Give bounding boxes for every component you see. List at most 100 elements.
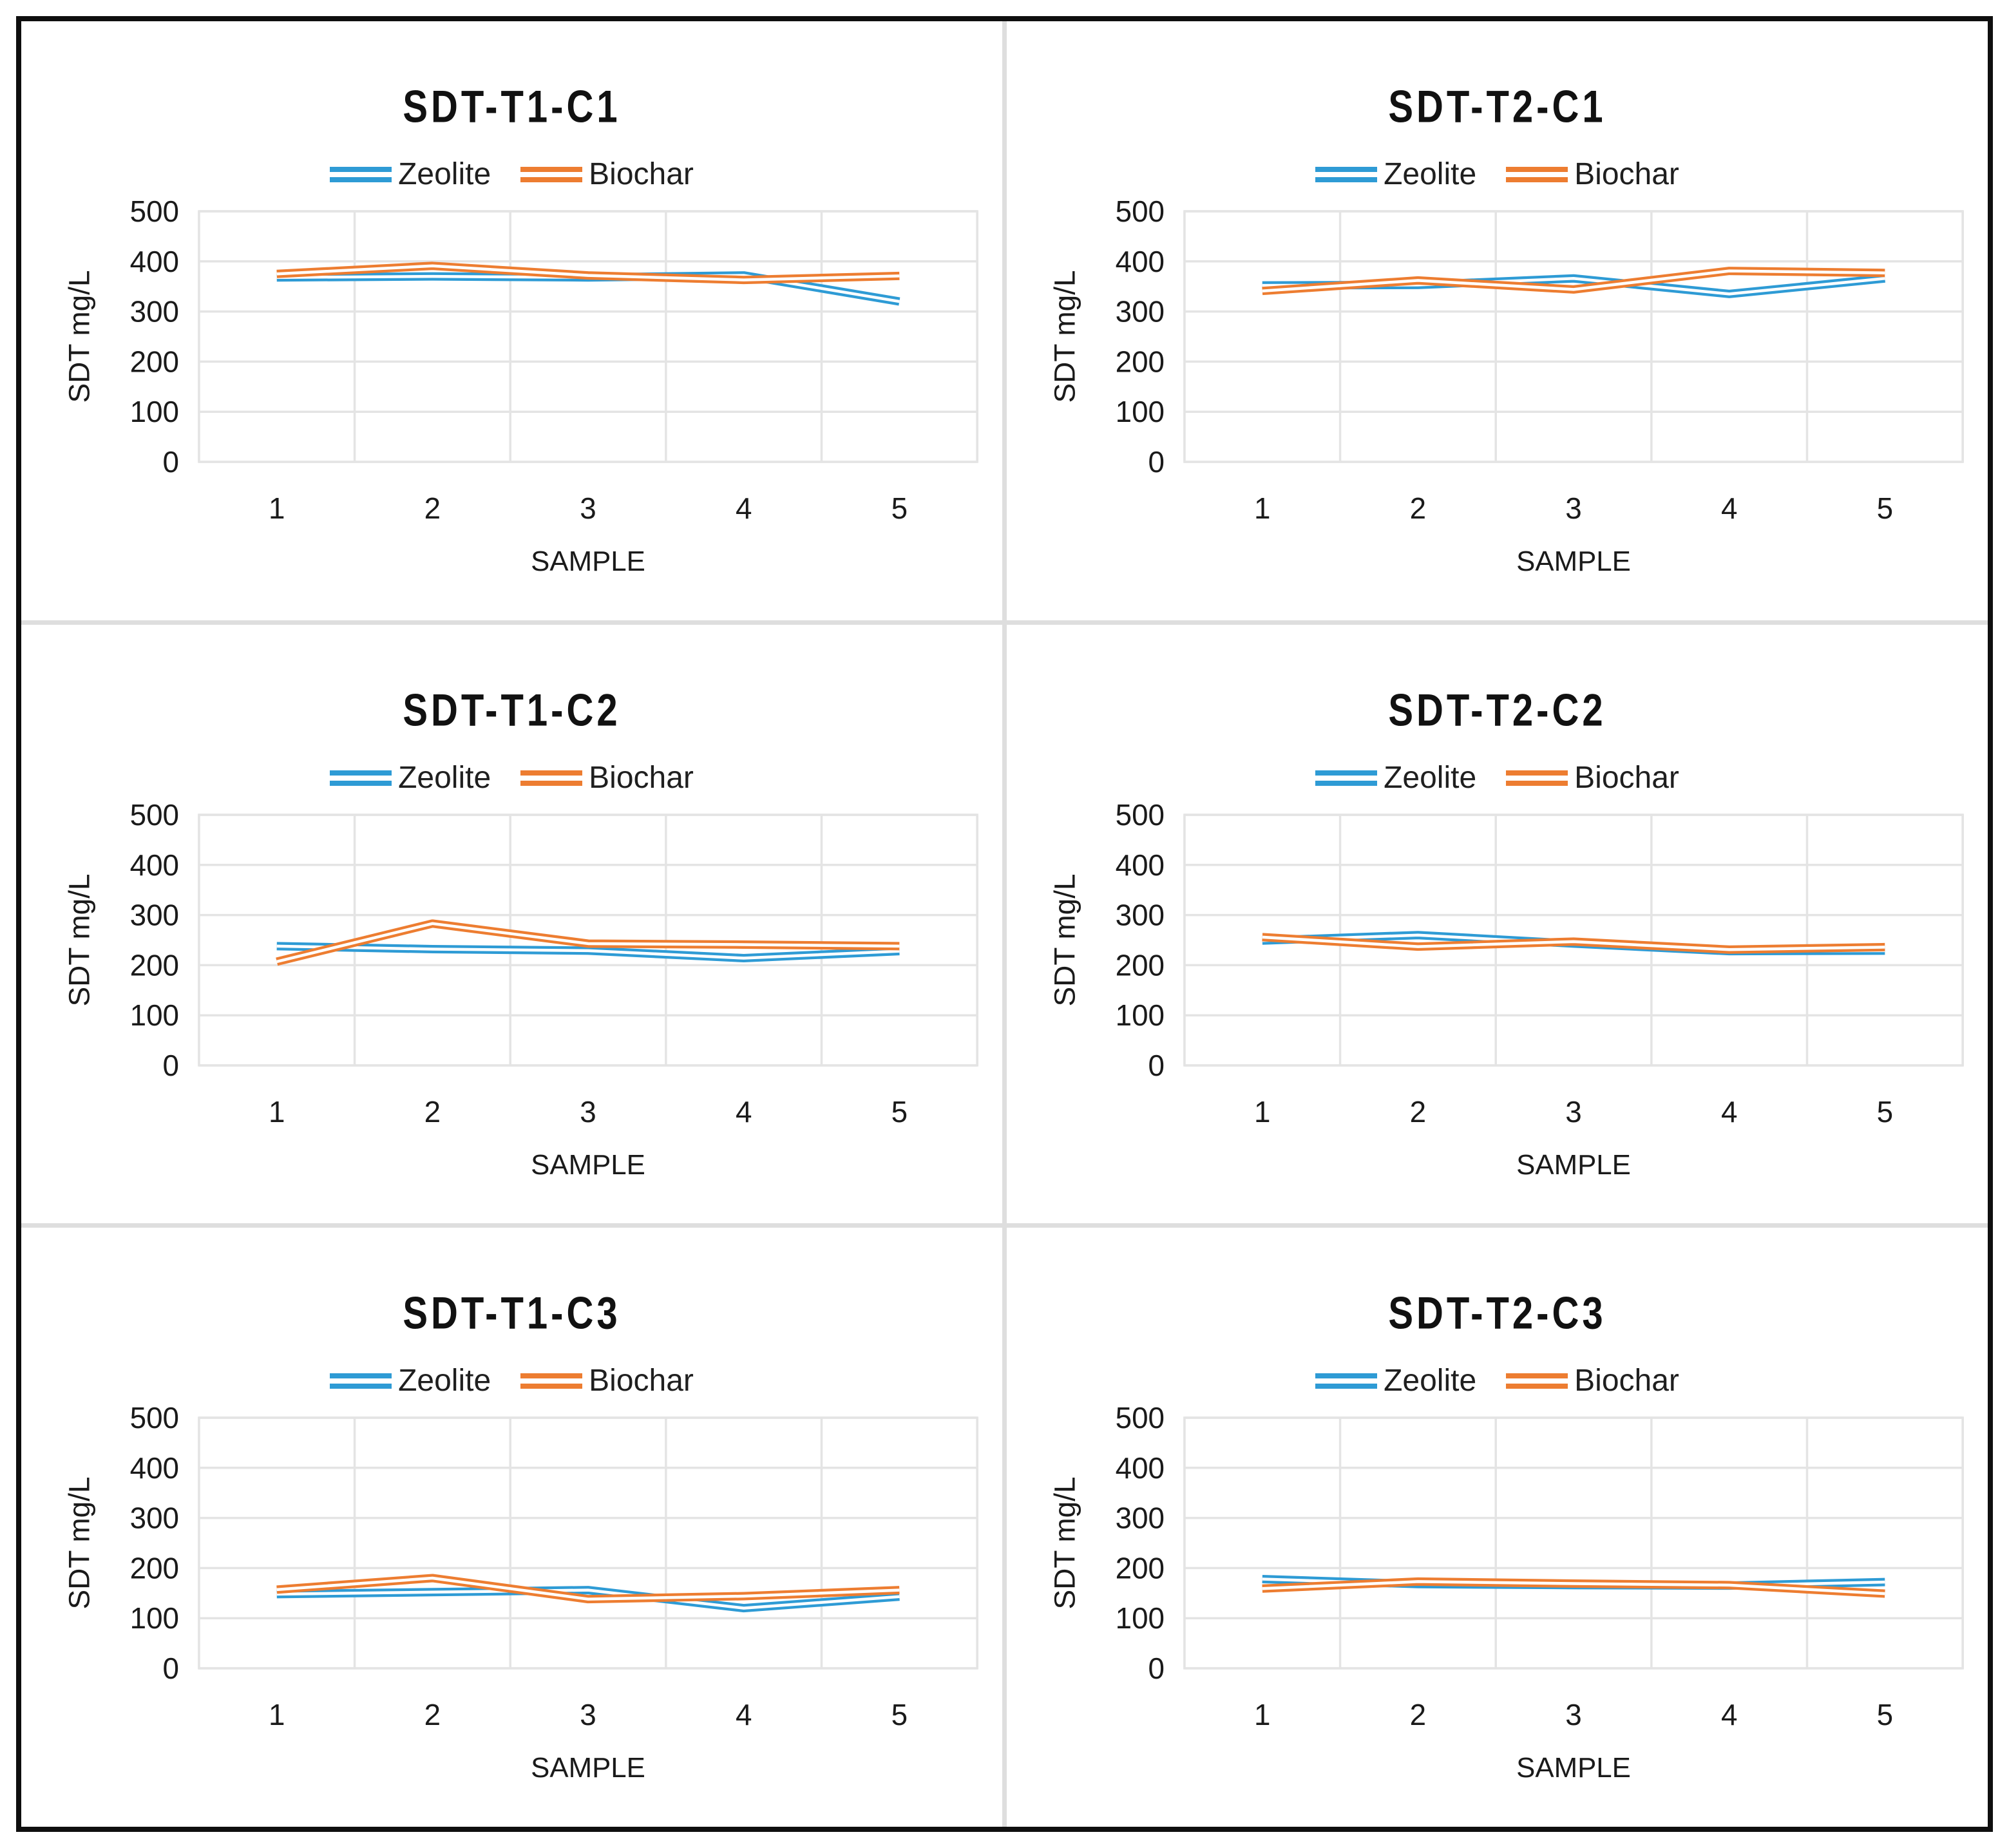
x-axis-title: SAMPLE xyxy=(1516,1149,1631,1181)
legend-item-zeolite: Zeolite xyxy=(1315,1366,1476,1396)
legend-label: Zeolite xyxy=(1384,157,1477,191)
legend-label: Zeolite xyxy=(398,760,491,795)
plot-border xyxy=(198,813,978,1067)
y-axis-title: SDT mg/L xyxy=(1048,1477,1081,1610)
y-tick-label: 200 xyxy=(130,1552,179,1585)
y-axis-title: SDT mg/L xyxy=(1048,270,1081,403)
x-tick-label: 5 xyxy=(1877,491,1893,525)
series-line-core-biochar xyxy=(276,1577,900,1601)
plot-area: 0 100 200 300 400 500 1 2 3 4 5 SAMPLE SDT mg/L xyxy=(62,1402,978,1784)
chart-grid: SDT-T1-C1 Zeolite Biochar 0 100 200 300 400 5… xyxy=(21,21,1988,1827)
legend-item-zeolite: Zeolite xyxy=(1315,159,1476,190)
x-tick-label: 3 xyxy=(1565,1698,1581,1731)
plot-area: 0 100 200 300 400 500 1 2 3 4 5 SAMPLE SDT mg/L xyxy=(1048,195,1964,577)
y-tick-label: 400 xyxy=(130,245,179,278)
x-tick-label: 2 xyxy=(424,1698,441,1731)
y-tick-label: 300 xyxy=(130,1501,179,1535)
x-tick-label: 2 xyxy=(1410,1698,1426,1731)
y-tick-label: 500 xyxy=(130,195,179,228)
legend-label: Biochar xyxy=(1574,760,1679,795)
legend-item-biochar: Biochar xyxy=(1506,760,1679,795)
y-axis-title: SDT mg/L xyxy=(62,873,96,1006)
series-line-core-biochar xyxy=(276,264,900,281)
chart-panel-sdt-t1-c2: SDT-T1-C2 Zeolite Biochar 0 100 200 300 400 5… xyxy=(21,624,1002,1224)
x-tick-label: 4 xyxy=(1721,1698,1737,1731)
y-tick-label: 100 xyxy=(1116,395,1165,428)
x-tick-label: 5 xyxy=(1877,1095,1893,1129)
x-tick-label: 3 xyxy=(1565,1095,1581,1129)
legend: Zeolite Biochar xyxy=(1007,154,1988,195)
y-tick-label: 100 xyxy=(1116,998,1165,1032)
x-tick-label: 5 xyxy=(1877,1698,1893,1731)
x-tick-label: 1 xyxy=(1254,491,1270,525)
x-tick-label: 5 xyxy=(891,1698,908,1731)
legend-label: Biochar xyxy=(589,760,694,795)
chart-title: SDT-T1-C1 xyxy=(403,81,621,133)
legend: Zeolite Biochar xyxy=(21,154,1002,195)
legend-item-biochar: Biochar xyxy=(520,1366,694,1396)
y-tick-label: 300 xyxy=(1116,1501,1165,1535)
legend-item-zeolite: Zeolite xyxy=(330,159,491,190)
x-axis-title: SAMPLE xyxy=(531,1149,645,1181)
y-tick-label: 500 xyxy=(1116,195,1165,228)
x-tick-label: 4 xyxy=(736,491,752,525)
legend-item-zeolite: Zeolite xyxy=(330,760,491,795)
y-tick-label: 200 xyxy=(130,948,179,982)
y-tick-label: 500 xyxy=(1116,1402,1165,1434)
y-tick-label: 100 xyxy=(130,998,179,1032)
y-tick-label: 400 xyxy=(130,848,179,881)
x-tick-label: 4 xyxy=(736,1095,752,1129)
x-axis-title: SAMPLE xyxy=(1516,546,1631,577)
legend-label: Biochar xyxy=(589,1364,694,1398)
chart-title: SDT-T2-C2 xyxy=(1388,685,1606,736)
x-tick-label: 1 xyxy=(1254,1698,1270,1731)
series-line-core-zeolite xyxy=(276,944,900,960)
y-tick-label: 200 xyxy=(1116,345,1165,378)
biochar-line-swatch-icon xyxy=(1506,1373,1568,1389)
y-tick-label: 300 xyxy=(1116,295,1165,329)
x-tick-label: 1 xyxy=(269,1698,285,1731)
chart-panel-sdt-t2-c3: SDT-T2-C3 Zeolite Biochar 0 100 200 300 400 5… xyxy=(1007,1228,1988,1827)
biochar-line-swatch-icon xyxy=(1506,770,1568,786)
y-tick-label: 0 xyxy=(1148,1049,1165,1082)
series-line-core-biochar xyxy=(276,922,900,963)
series-line-core-biochar xyxy=(1262,1580,1885,1596)
y-tick-label: 200 xyxy=(1116,1552,1165,1585)
x-tick-label: 3 xyxy=(1565,491,1581,525)
plot-area: 0 100 200 300 400 500 1 2 3 4 5 SAMPLE SDT mg/L xyxy=(62,195,978,577)
legend-label: Zeolite xyxy=(398,157,491,191)
figure-frame: SDT-T1-C1 Zeolite Biochar 0 100 200 300 400 5… xyxy=(16,16,1993,1832)
legend-item-biochar: Biochar xyxy=(520,159,694,190)
y-axis-title: SDT mg/L xyxy=(62,1477,96,1610)
biochar-line-swatch-icon xyxy=(520,167,583,182)
plot-area: 0 100 200 300 400 500 1 2 3 4 5 SAMPLE SDT mg/L xyxy=(1048,799,1964,1181)
plot-border xyxy=(1183,813,1964,1067)
plot-area: 0 100 200 300 400 500 1 2 3 4 5 SAMPLE SDT mg/L xyxy=(62,799,978,1181)
x-axis-title: SAMPLE xyxy=(1516,1752,1631,1784)
y-axis-title: SDT mg/L xyxy=(62,270,96,403)
chart-panel-sdt-t2-c2: SDT-T2-C2 Zeolite Biochar 0 100 200 300 400 5… xyxy=(1007,624,1988,1224)
x-tick-label: 1 xyxy=(269,1095,285,1129)
y-tick-label: 0 xyxy=(163,1049,179,1082)
legend-item-biochar: Biochar xyxy=(1506,1366,1679,1396)
y-tick-label: 100 xyxy=(1116,1601,1165,1635)
biochar-line-swatch-icon xyxy=(520,770,583,786)
legend-label: Biochar xyxy=(1574,1364,1679,1398)
y-tick-label: 300 xyxy=(1116,898,1165,931)
y-tick-label: 100 xyxy=(130,395,179,428)
legend: Zeolite Biochar xyxy=(1007,1360,1988,1402)
y-tick-label: 0 xyxy=(163,445,179,479)
y-tick-label: 0 xyxy=(1148,445,1165,479)
y-tick-label: 200 xyxy=(1116,948,1165,982)
chart-title: SDT-T1-C3 xyxy=(403,1288,621,1339)
zeolite-line-swatch-icon xyxy=(330,1373,392,1389)
zeolite-line-swatch-icon xyxy=(1315,1373,1378,1389)
zeolite-line-swatch-icon xyxy=(1315,167,1378,182)
x-tick-label: 5 xyxy=(891,491,908,525)
zeolite-line-swatch-icon xyxy=(330,770,392,786)
x-tick-label: 3 xyxy=(580,1095,596,1129)
plot-border xyxy=(198,210,978,463)
y-tick-label: 500 xyxy=(1116,799,1165,832)
y-tick-label: 400 xyxy=(1116,245,1165,278)
x-tick-label: 4 xyxy=(736,1698,752,1731)
